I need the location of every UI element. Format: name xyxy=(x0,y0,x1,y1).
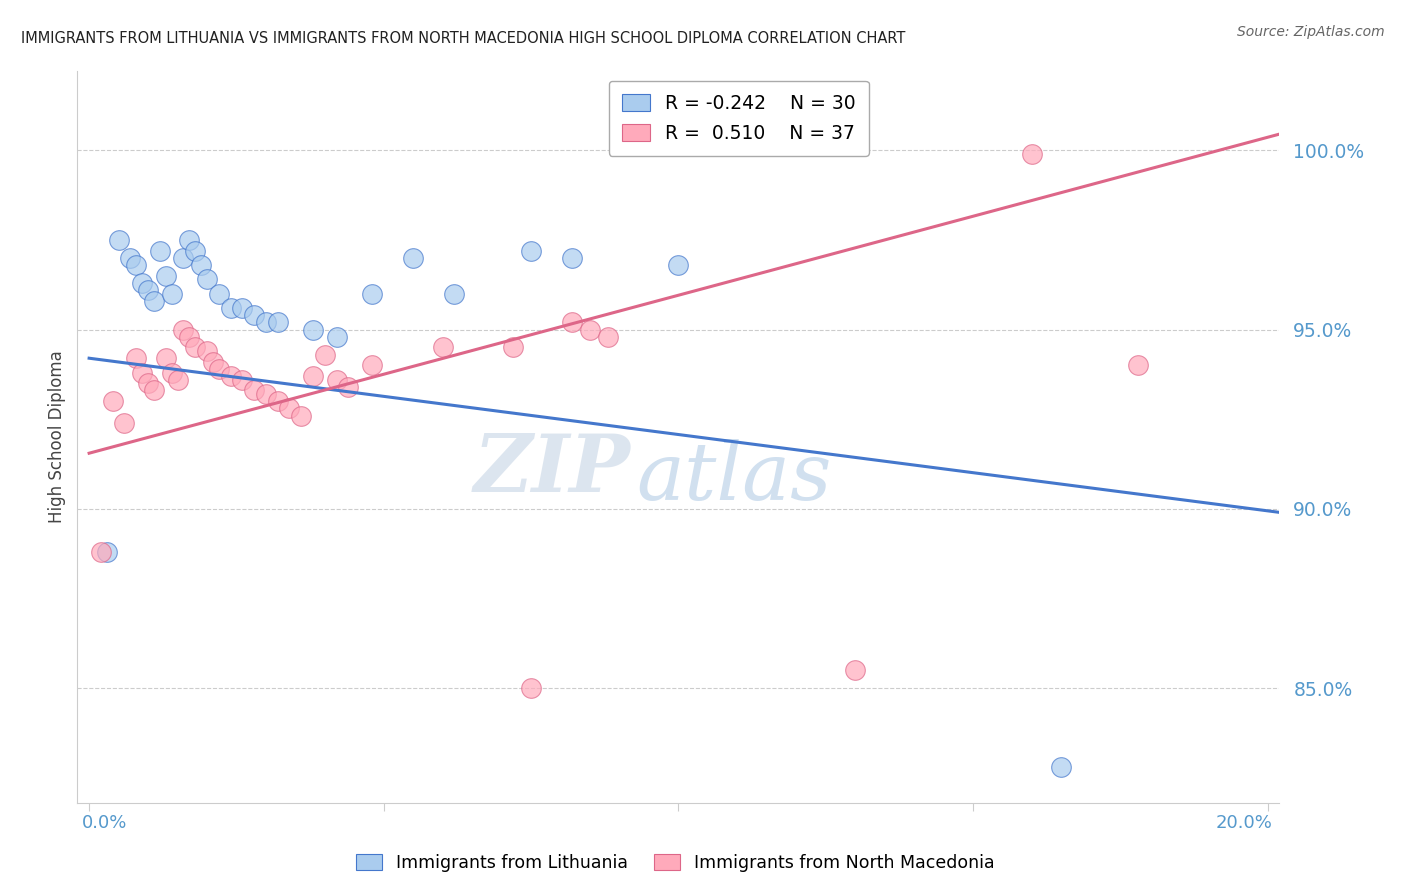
Point xyxy=(96,545,118,559)
Point xyxy=(120,251,142,265)
Point xyxy=(502,341,524,355)
Point xyxy=(231,373,253,387)
Point xyxy=(302,322,325,336)
Point xyxy=(179,329,201,343)
Point xyxy=(302,369,325,384)
Point xyxy=(432,341,454,355)
Point xyxy=(195,272,218,286)
Point xyxy=(219,369,242,384)
Point xyxy=(131,276,153,290)
Point xyxy=(160,366,183,380)
Point xyxy=(155,351,177,366)
Point xyxy=(290,409,312,423)
Point xyxy=(561,315,583,329)
Point xyxy=(219,301,242,315)
Point xyxy=(172,251,194,265)
Point xyxy=(668,258,690,272)
Point xyxy=(443,286,465,301)
Point xyxy=(267,315,290,329)
Point xyxy=(142,293,165,308)
Point xyxy=(208,286,231,301)
Point xyxy=(172,322,194,336)
Point xyxy=(184,341,207,355)
Point xyxy=(149,244,172,258)
Point xyxy=(579,322,602,336)
Legend: R = -0.242    N = 30, R =  0.510    N = 37: R = -0.242 N = 30, R = 0.510 N = 37 xyxy=(609,81,869,156)
Point xyxy=(136,376,159,391)
Text: Source: ZipAtlas.com: Source: ZipAtlas.com xyxy=(1237,25,1385,39)
Text: ZIP: ZIP xyxy=(474,431,630,508)
Point xyxy=(101,394,124,409)
Point xyxy=(1050,760,1073,774)
Point xyxy=(179,233,201,247)
Point xyxy=(402,251,425,265)
Point xyxy=(208,362,231,376)
Y-axis label: High School Diploma: High School Diploma xyxy=(48,351,66,524)
Point xyxy=(254,387,277,401)
Point xyxy=(520,244,543,258)
Legend: Immigrants from Lithuania, Immigrants from North Macedonia: Immigrants from Lithuania, Immigrants fr… xyxy=(349,847,1001,879)
Point xyxy=(243,308,266,322)
Point xyxy=(1126,359,1149,373)
Point xyxy=(844,663,866,677)
Point xyxy=(195,344,218,359)
Point xyxy=(136,283,159,297)
Point xyxy=(243,384,266,398)
Point xyxy=(155,268,177,283)
Text: 0.0%: 0.0% xyxy=(82,814,127,831)
Point xyxy=(131,366,153,380)
Point xyxy=(107,233,129,247)
Text: 20.0%: 20.0% xyxy=(1216,814,1272,831)
Text: IMMIGRANTS FROM LITHUANIA VS IMMIGRANTS FROM NORTH MACEDONIA HIGH SCHOOL DIPLOMA: IMMIGRANTS FROM LITHUANIA VS IMMIGRANTS … xyxy=(21,31,905,46)
Point xyxy=(231,301,253,315)
Point xyxy=(125,351,148,366)
Point xyxy=(561,251,583,265)
Point xyxy=(337,380,360,394)
Point xyxy=(114,416,136,430)
Point xyxy=(596,329,619,343)
Point xyxy=(90,545,112,559)
Point xyxy=(125,258,148,272)
Point xyxy=(190,258,212,272)
Point xyxy=(314,348,336,362)
Point xyxy=(361,359,384,373)
Point xyxy=(160,286,183,301)
Point xyxy=(142,384,165,398)
Point xyxy=(267,394,290,409)
Point xyxy=(1021,146,1043,161)
Point xyxy=(325,373,347,387)
Text: atlas: atlas xyxy=(637,439,832,516)
Point xyxy=(278,401,301,416)
Point xyxy=(325,329,347,343)
Point xyxy=(166,373,188,387)
Point xyxy=(520,681,543,695)
Point xyxy=(184,244,207,258)
Point xyxy=(201,355,224,369)
Point xyxy=(361,286,384,301)
Point xyxy=(254,315,277,329)
